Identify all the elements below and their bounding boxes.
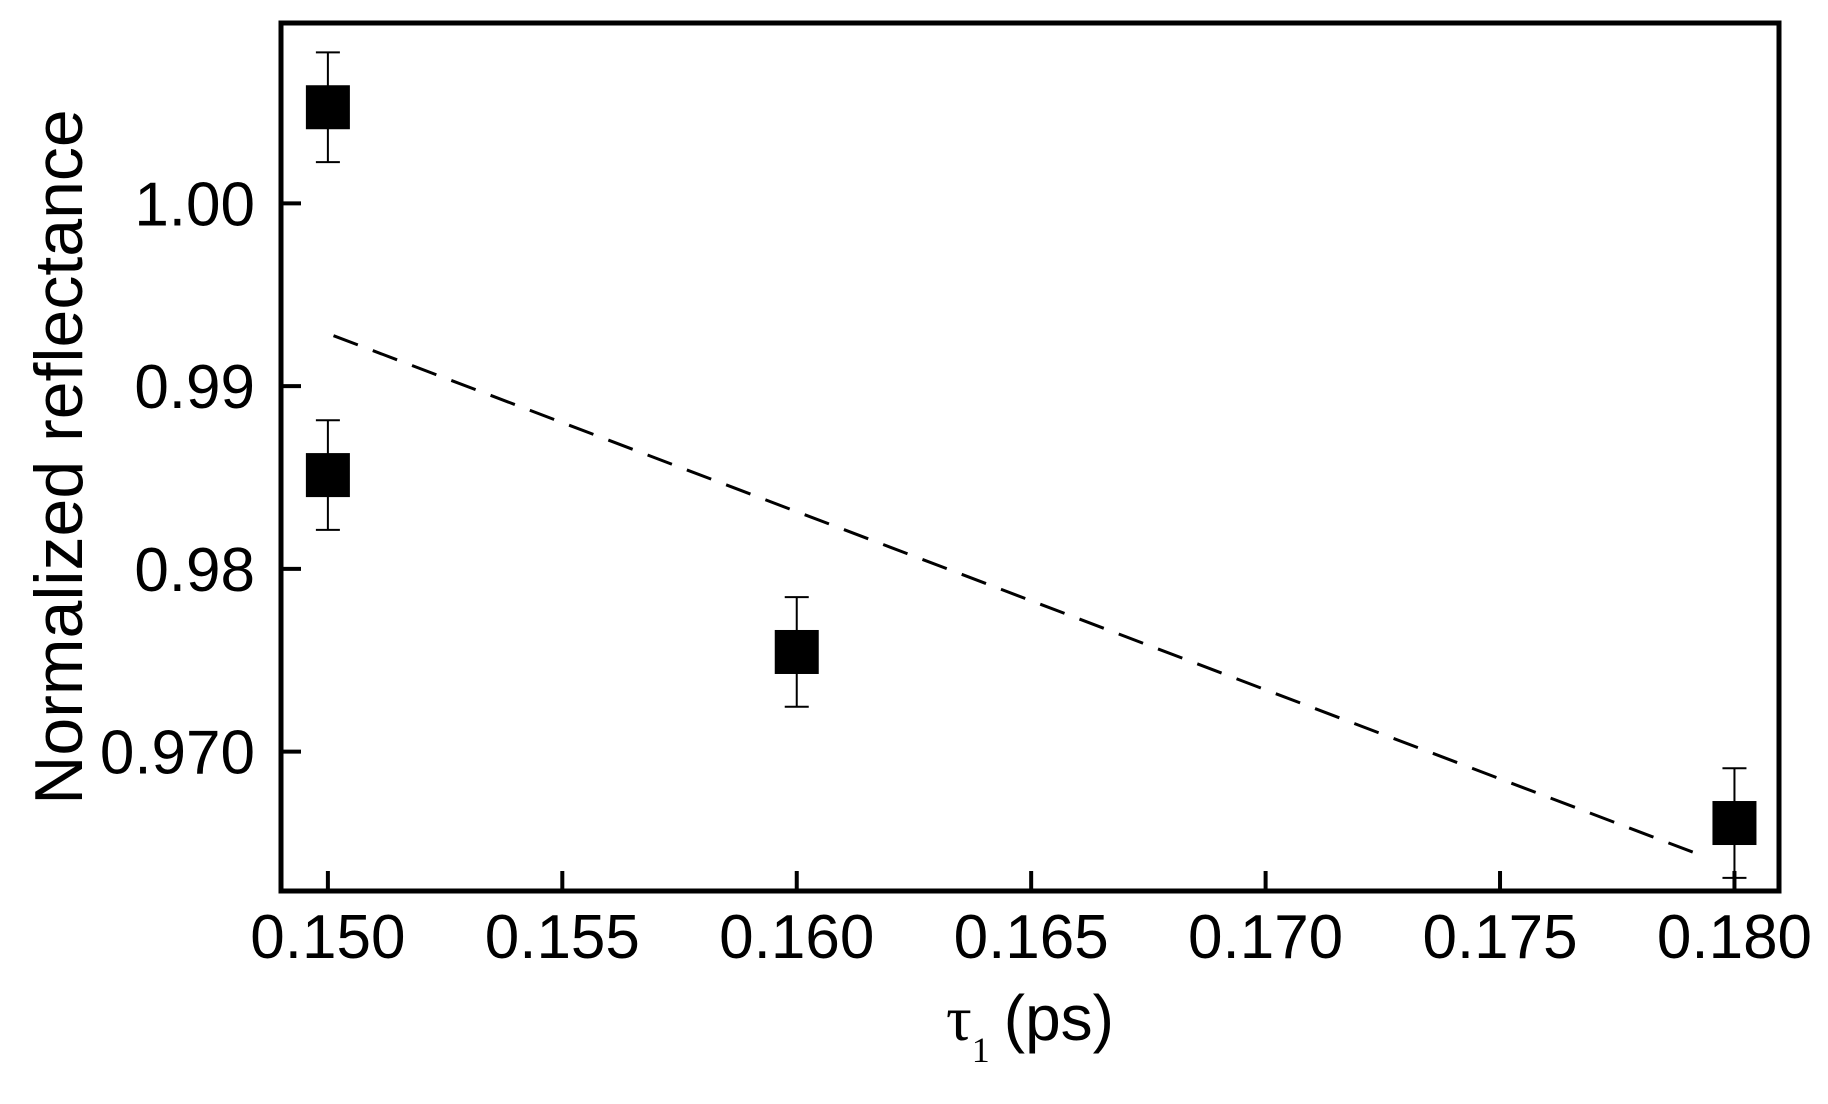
x-label-subscript: 1 [972,1030,990,1070]
data-point [774,629,819,674]
x-tick-label: 0.180 [1657,903,1812,972]
x-label-text: (ps) [1004,982,1114,1054]
y-tick-label: 0.98 [134,536,255,605]
data-point [305,453,350,498]
x-tick-label: 0.150 [250,903,405,972]
y-tick-label: 1.00 [134,170,255,239]
data-point [305,85,350,130]
x-tick-label: 0.170 [1188,903,1343,972]
y-tick-label: 0.99 [134,353,255,422]
fit-line [332,334,1694,854]
y-axis-label: Normalized reflectance [21,109,97,804]
x-tick-label: 0.160 [719,903,874,972]
x-label-symbol: τ [946,983,972,1054]
data-point [1712,801,1757,846]
x-tick-label: 0.155 [485,903,640,972]
x-tick-label: 0.165 [954,903,1109,972]
x-tick-label: 0.175 [1422,903,1577,972]
plot-frame [278,20,1782,894]
y-tick-label: 0.970 [100,719,255,788]
x-axis-label: τ1 (ps) [946,982,1114,1070]
